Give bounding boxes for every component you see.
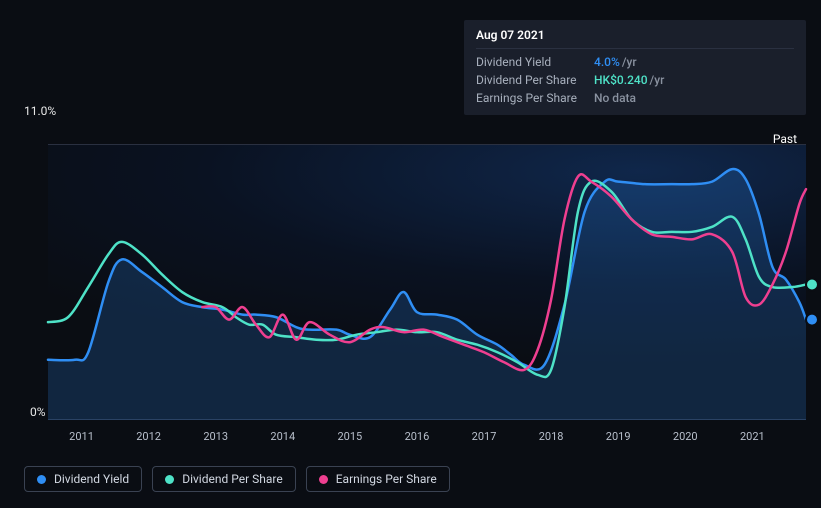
x-axis-ticks: 2011 2012 2013 2014 2015 2016 2017 2018 2019 2020… bbox=[0, 430, 821, 448]
legend-item[interactable]: Dividend Per Share bbox=[152, 466, 296, 492]
x-tick-label: 2013 bbox=[203, 430, 228, 443]
legend-item[interactable]: Earnings Per Share bbox=[306, 466, 450, 492]
x-tick-label: 2011 bbox=[69, 430, 94, 443]
chart-svg bbox=[48, 144, 806, 420]
legend-label: Dividend Per Share bbox=[182, 472, 283, 486]
tooltip-row: Earnings Per ShareNo data bbox=[476, 89, 794, 107]
tooltip-row-value: No data bbox=[594, 91, 638, 105]
x-tick-label: 2015 bbox=[337, 430, 362, 443]
tooltip-row-label: Earnings Per Share bbox=[476, 91, 594, 105]
x-tick-label: 2012 bbox=[136, 430, 161, 443]
tooltip-row-value: HK$0.240/yr bbox=[594, 73, 664, 87]
x-tick-label: 2020 bbox=[673, 430, 698, 443]
x-tick-label: 2014 bbox=[270, 430, 295, 443]
legend-label: Dividend Yield bbox=[54, 472, 129, 486]
x-tick-label: 2019 bbox=[606, 430, 631, 443]
chart-legend: Dividend Yield Dividend Per Share Earnings… bbox=[24, 466, 450, 492]
tooltip-row-label: Dividend Per Share bbox=[476, 73, 594, 87]
legend-dot-icon bbox=[165, 475, 174, 484]
y-axis-max-label: 11.0% bbox=[24, 104, 56, 118]
x-tick-label: 2017 bbox=[472, 430, 497, 443]
chart-tooltip: Aug 07 2021 Dividend Yield4.0%/yrDividen… bbox=[464, 20, 806, 115]
x-tick-label: 2018 bbox=[539, 430, 564, 443]
tooltip-row: Dividend Per ShareHK$0.240/yr bbox=[476, 71, 794, 89]
x-tick-label: 2021 bbox=[740, 430, 765, 443]
x-tick-label: 2016 bbox=[405, 430, 430, 443]
tooltip-row-unit: /yr bbox=[650, 73, 665, 87]
tooltip-row-value: 4.0%/yr bbox=[594, 55, 637, 69]
past-label: Past bbox=[773, 132, 797, 146]
legend-label: Earnings Per Share bbox=[336, 472, 437, 486]
legend-dot-icon bbox=[319, 475, 328, 484]
legend-dot-icon bbox=[37, 475, 46, 484]
tooltip-row: Dividend Yield4.0%/yr bbox=[476, 53, 794, 71]
tooltip-row-unit: /yr bbox=[622, 55, 637, 69]
tooltip-date: Aug 07 2021 bbox=[476, 28, 794, 49]
tooltip-row-label: Dividend Yield bbox=[476, 55, 594, 69]
legend-item[interactable]: Dividend Yield bbox=[24, 466, 142, 492]
chart-plot-area[interactable] bbox=[48, 144, 806, 420]
y-axis-min-label: 0% bbox=[30, 405, 46, 419]
